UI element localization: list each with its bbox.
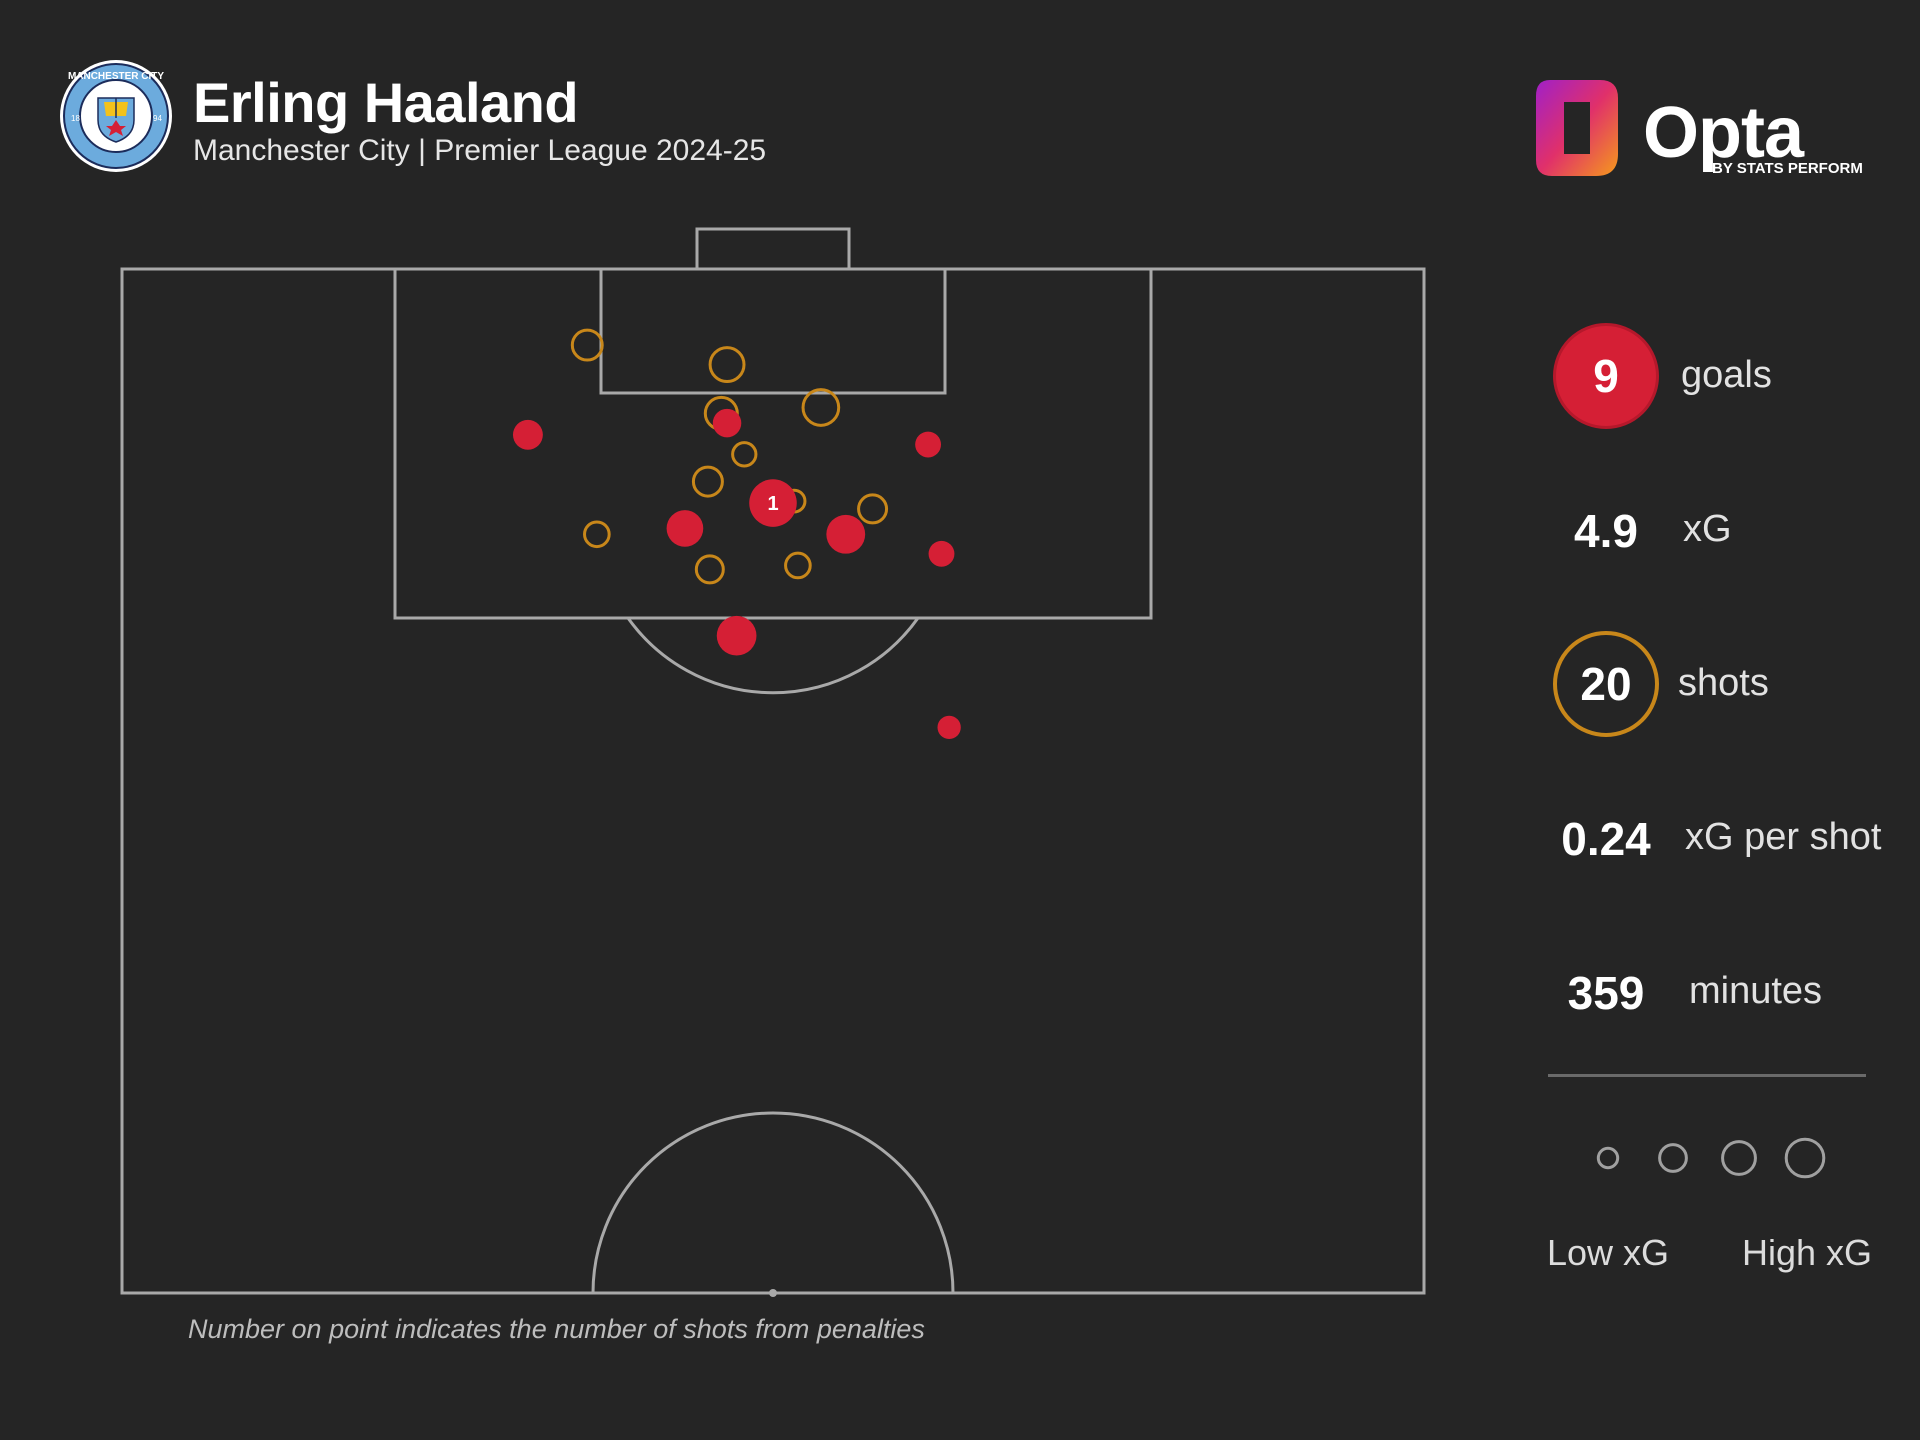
opta-logo-mark — [1536, 80, 1618, 176]
penalty-count-label: 1 — [767, 493, 778, 515]
xg-per-shot-value: 0.24 — [1561, 813, 1651, 865]
legend-low-label: Low xG — [1547, 1232, 1670, 1273]
goal-marker-2 — [712, 408, 742, 438]
shot-marker-1 — [570, 328, 604, 362]
goals-label: goals — [1681, 354, 1772, 396]
goal-marker-4 — [749, 479, 797, 527]
centre-spot — [769, 1289, 777, 1297]
xg-per-shot-label: xG per shot — [1685, 816, 1882, 858]
shot-marker-10 — [694, 554, 725, 585]
centre-circle-half — [591, 1111, 955, 1294]
player-name: Erling Haaland — [193, 71, 579, 134]
pitch-markings — [120, 227, 1426, 1295]
shot-map-pitch: 1 — [120, 227, 1426, 1297]
goal-frame — [695, 227, 851, 271]
shot-marker-2 — [708, 346, 746, 384]
legend-circle-1 — [1596, 1146, 1620, 1170]
goal-marker-6 — [826, 514, 866, 554]
shot-marker-5 — [731, 441, 758, 468]
shot-marker-4 — [801, 388, 841, 427]
shots-label: shots — [1678, 662, 1769, 704]
shot-marker-8 — [857, 493, 889, 525]
penalty-arc — [626, 617, 920, 695]
penalty-area — [393, 267, 1153, 620]
goal-marker-5 — [666, 510, 704, 547]
crest-year-right: 94 — [153, 114, 162, 123]
shot-marker-6 — [691, 465, 724, 498]
opta-byline: BY STATS PERFORM — [1712, 160, 1863, 177]
stats-divider — [1548, 1074, 1866, 1077]
goal-marker-1 — [512, 419, 543, 450]
footnote: Number on point indicates the number of … — [188, 1314, 925, 1344]
xg-size-legend — [1596, 1137, 1826, 1179]
xg-value: 4.9 — [1574, 505, 1638, 557]
shots-badge: 20 — [1553, 631, 1659, 737]
xg-label: xG — [1683, 508, 1732, 550]
shot-marker-9 — [583, 520, 611, 549]
legend-circle-2 — [1658, 1143, 1688, 1173]
pitch-outline — [120, 267, 1426, 1295]
minutes-value: 359 — [1567, 967, 1645, 1019]
goal-marker-7 — [928, 540, 955, 567]
crest-text: MANCHESTER CITY — [68, 71, 164, 82]
shot-markers: 1 — [512, 328, 961, 740]
crest-year-left: 18 — [71, 114, 80, 123]
shots-value: 20 — [1580, 658, 1632, 710]
goals-badge: 9 — [1553, 323, 1659, 429]
player-subtitle: Manchester City | Premier League 2024-25 — [193, 134, 767, 167]
legend-circle-4 — [1784, 1137, 1826, 1179]
opta-wordmark: Opta — [1643, 93, 1804, 173]
goal-marker-8 — [716, 615, 757, 656]
legend-circle-3 — [1721, 1140, 1757, 1176]
goals-value: 9 — [1593, 350, 1619, 402]
shot-marker-11 — [784, 551, 812, 580]
six-yard-box — [599, 267, 947, 395]
goal-marker-9 — [937, 715, 961, 740]
legend-high-label: High xG — [1742, 1232, 1873, 1273]
club-crest-logo: MANCHESTER CITY 18 94 — [60, 60, 172, 172]
minutes-label: minutes — [1689, 970, 1823, 1012]
goal-marker-3 — [915, 431, 942, 458]
